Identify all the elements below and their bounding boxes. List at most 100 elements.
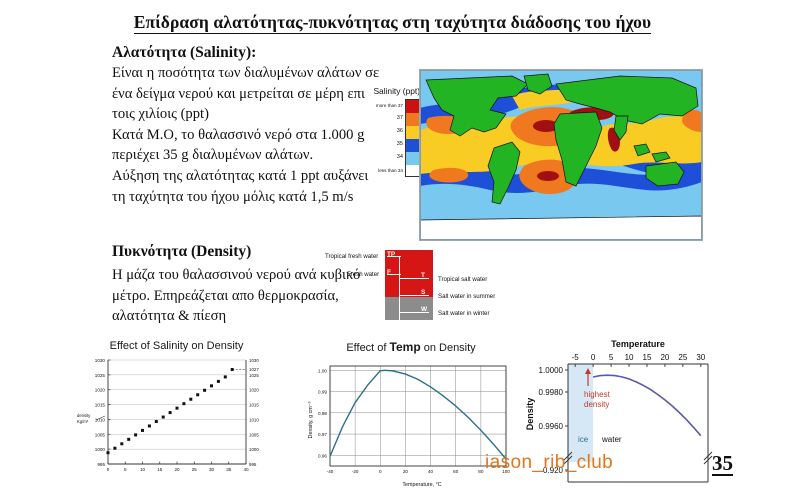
world-map-svg xyxy=(420,70,702,240)
page-number: 35 xyxy=(712,451,733,476)
chart-temp-grid xyxy=(329,366,507,466)
chart-temp-ytick: 0.96 xyxy=(318,453,327,458)
chart-salinity-point xyxy=(168,411,172,415)
wt-label-tropical-salt: Tropical salt water xyxy=(438,276,488,283)
chart-ice-xtick: 5 xyxy=(609,353,614,362)
wt-key-s: S xyxy=(421,289,426,296)
chart-temp-ytick: 0.98 xyxy=(318,411,327,416)
wt-key-tp: TP xyxy=(387,251,396,258)
wt-key-t: T xyxy=(421,272,425,279)
chart-salinity-ytick: 1025 xyxy=(95,373,106,378)
chart-salinity-xtick: 40 xyxy=(243,467,249,472)
chart-salinity-ytick: 1005 xyxy=(95,432,106,437)
chart-temp-title-suffix: on Density xyxy=(420,342,476,354)
chart-ice-xtick: 10 xyxy=(625,353,634,362)
chart-salinity-points xyxy=(106,368,246,455)
legend-label-2: 36 xyxy=(396,128,403,134)
chart-ice-annotation-line2: density xyxy=(584,400,609,409)
chart-temp-xtick: 40 xyxy=(428,469,434,474)
chart-ice-arrow-head xyxy=(585,368,591,374)
chart-ice-ytick: 0.920 xyxy=(543,466,564,475)
chart-temp-ytick: 1.00 xyxy=(318,368,327,373)
salinity-legend-title: Salinity (ppt) xyxy=(373,86,420,96)
chart-temp-xtick: 0 xyxy=(379,469,382,474)
wt-label-salt-winter: Salt water in winter xyxy=(438,310,490,317)
salinity-legend: Salinity (ppt) more than 37 37 36 35 34 … xyxy=(358,86,420,177)
legend-swatch-blue xyxy=(406,139,419,152)
chart-ice-xtick: -5 xyxy=(572,353,580,362)
chart-salinity-point xyxy=(106,451,110,455)
chart-salinity-xtick: 30 xyxy=(209,467,215,472)
chart-salinity-point xyxy=(147,424,151,428)
chart-salinity-xtick: 35 xyxy=(226,467,232,472)
water-type-diagram: Tropical fresh water Fresh water TP F T … xyxy=(325,247,500,323)
chart-temp-frame xyxy=(329,365,507,467)
chart-ice-axes xyxy=(563,363,713,483)
legend-swatch-red xyxy=(406,100,419,113)
chart-salinity-ylabel: density Kg/m³ xyxy=(77,413,91,424)
chart-ice-title: Temperature xyxy=(611,339,665,349)
chart-salinity-xtick: 5 xyxy=(124,467,127,472)
slide-title-text: Επίδραση αλατότητας-πυκνότητας στη ταχύτ… xyxy=(133,12,652,34)
chart-ice-tick-labels: 1.0000 0.9980 0.9960 0.920 -5 0 5 10 15 20 25 30 xyxy=(539,353,706,475)
watermark: iason_rib_club xyxy=(485,452,614,473)
chart-salinity-ylabel-leader xyxy=(95,415,106,421)
wt-tick-f xyxy=(387,274,401,276)
chart-salinity-point xyxy=(120,442,124,446)
legend-swatch-lightblue xyxy=(406,152,419,165)
chart-temp-title: Effect of Temp on Density xyxy=(300,340,522,354)
chart-ice-region-label-ice: ice xyxy=(578,435,589,444)
chart-temp-svg: 0.96 0.97 0.98 0.99 1.00 -40 -20 0 20 40 60 80 100 T… xyxy=(308,365,510,488)
chart-ice-region-label-water: water xyxy=(601,435,622,444)
chart-salinity-ylabel-line2: Kg/m³ xyxy=(77,419,89,424)
wt-spine xyxy=(399,256,401,320)
chart-temp-xtick: -20 xyxy=(352,469,359,474)
chart-ice-ytick: 0.9960 xyxy=(539,422,564,431)
chart-temp-ytick: 0.99 xyxy=(318,390,327,395)
wt-tick-tp xyxy=(387,256,401,258)
chart-salinity-ytick: 1020 xyxy=(95,388,106,393)
chart-ice-annotation: highest density xyxy=(584,368,611,409)
chart-salinity-ylabel-line1: density xyxy=(77,413,91,418)
chart-salinity-y2tick: 1020 xyxy=(249,388,259,393)
chart-salinity-point xyxy=(161,415,165,419)
chart-salinity-y2tick: 1027 xyxy=(249,367,259,372)
chart-salinity-tick-labels: 9951000100510101015102010251030995100010… xyxy=(95,358,260,472)
chart-temp-title-prefix: Effect of xyxy=(346,342,390,354)
chart-temp-xtick: 60 xyxy=(453,469,459,474)
chart-temp-xtick: 100 xyxy=(502,469,510,474)
chart-ice-axis-break xyxy=(703,451,713,465)
chart-salinity-xtick: 10 xyxy=(140,467,146,472)
chart-ice-ytick: 1.0000 xyxy=(539,366,564,375)
chart-salinity-y2tick: 1000 xyxy=(249,447,259,452)
chart-temp-axes xyxy=(329,365,507,467)
legend-label-5: less than 34 xyxy=(378,168,403,173)
chart-salinity-y2tick: 1030 xyxy=(249,358,259,363)
chart-salinity-point xyxy=(182,402,186,406)
chart-salinity-point xyxy=(203,388,207,392)
chart-salinity-point xyxy=(189,397,193,401)
chart-ice-xtick: 20 xyxy=(660,353,669,362)
wt-label-salt-summer: Salt water in summer xyxy=(438,293,496,300)
legend-swatch-yellow xyxy=(406,126,419,139)
legend-label-4: 34 xyxy=(396,154,403,160)
density-body-text: Η μάζα του θαλασσινού νερού ανά κυβικό μ… xyxy=(112,267,361,325)
wt-warm-block xyxy=(385,250,433,297)
chart-salinity-y2tick: 1005 xyxy=(249,432,259,437)
chart-salinity-ytick: 995 xyxy=(97,462,105,467)
chart-salinity-xtick: 15 xyxy=(157,467,163,472)
chart-temp-xlabel: Temperature, °C xyxy=(402,482,441,488)
world-salinity-map xyxy=(419,69,703,241)
chart-salinity-point xyxy=(196,393,200,397)
chart-ice-axis-break xyxy=(563,451,573,465)
density-heading: Πυκνότητα (Density) xyxy=(112,243,252,260)
chart-salinity-point xyxy=(134,433,138,437)
chart-temp-curve xyxy=(329,369,507,460)
wt-tick-t xyxy=(399,278,429,280)
slide-title: Επίδραση αλατότητας-πυκνότητας στη ταχύτ… xyxy=(0,12,785,34)
chart-salinity-ytick: 1010 xyxy=(95,417,106,422)
chart-salinity-point xyxy=(154,420,158,424)
chart-salinity-y2tick: 1010 xyxy=(249,417,259,422)
chart-temp-title-strong: Temp xyxy=(389,340,421,354)
